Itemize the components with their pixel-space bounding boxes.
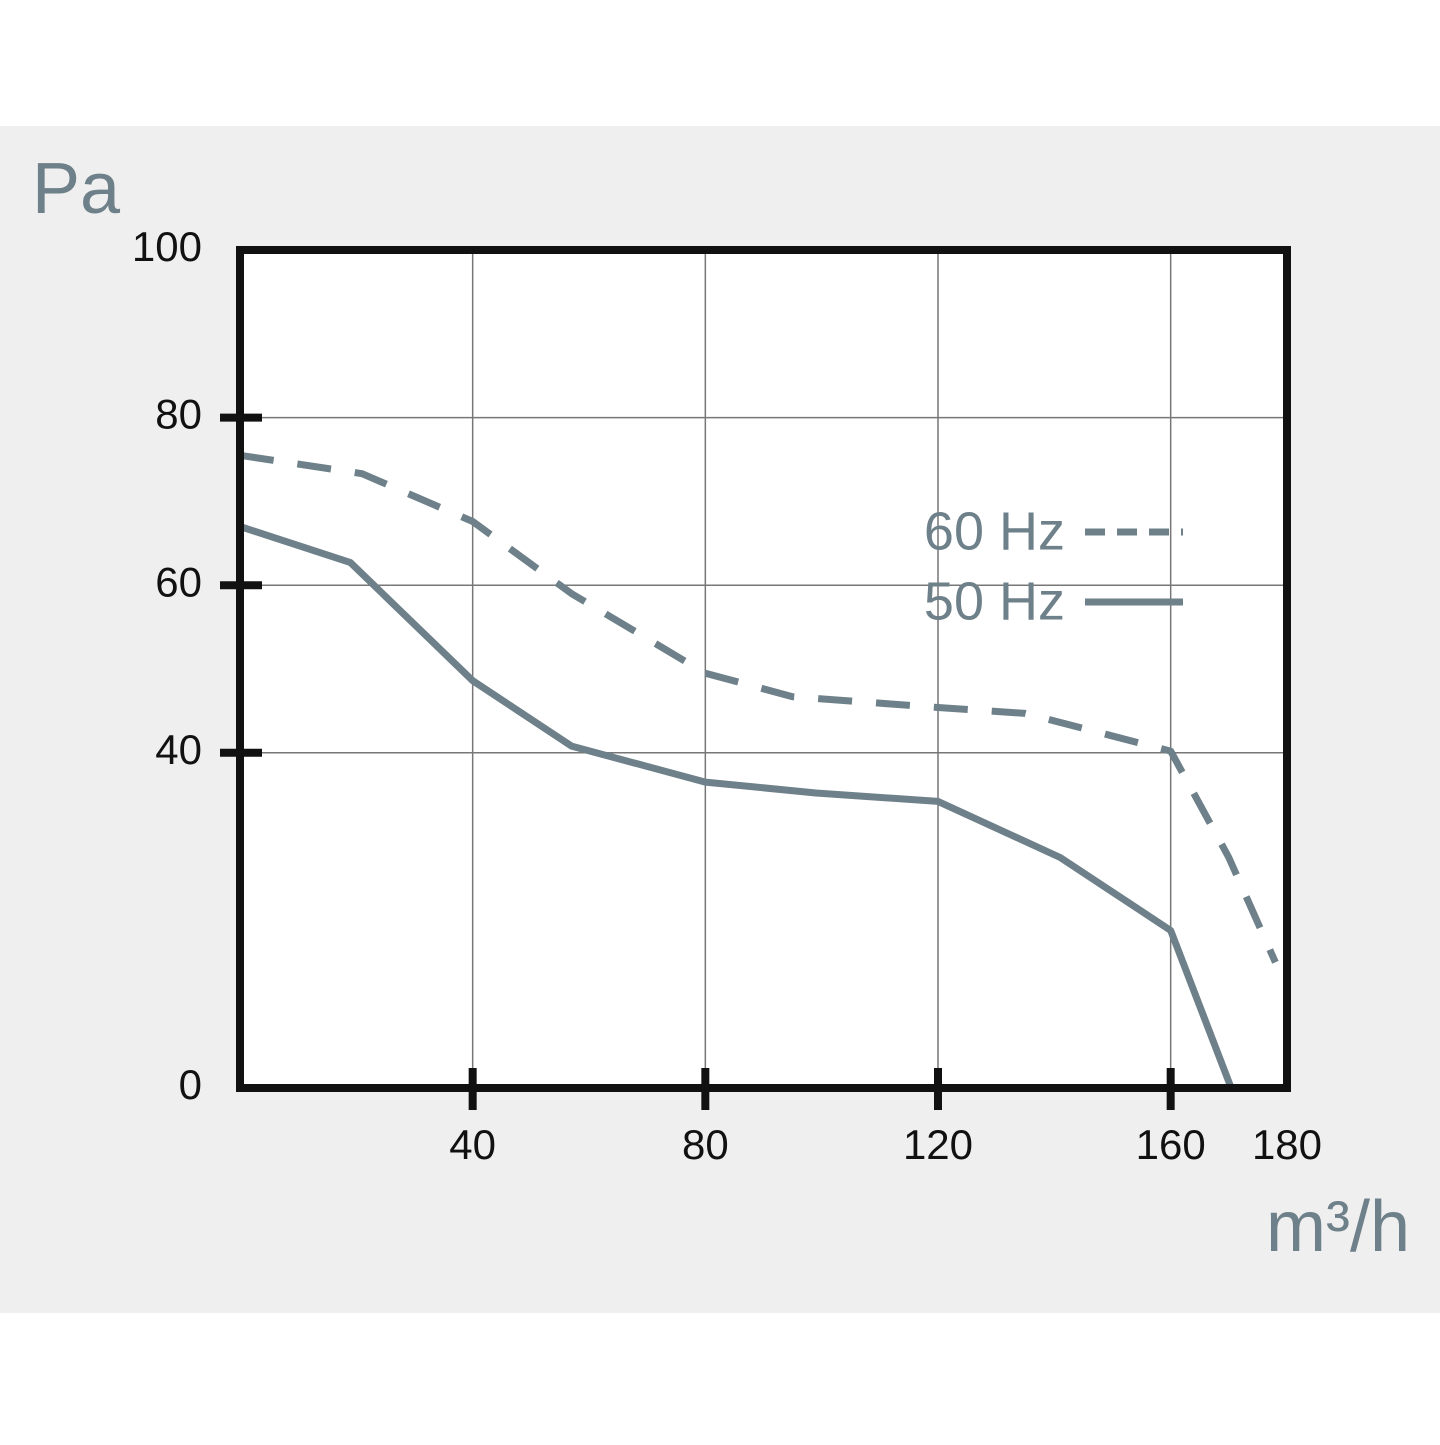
data-line — [239, 451, 1279, 964]
y-tick-label: 40 — [155, 726, 202, 773]
x-axis-label: m³/h — [1266, 1187, 1410, 1267]
x-tick-label: 160 — [1136, 1121, 1206, 1168]
plot-frame — [236, 246, 1291, 1092]
x-tick-label: 80 — [682, 1121, 729, 1168]
grid — [240, 250, 1287, 1088]
legend-label: 60 Hz — [924, 501, 1065, 561]
legend-label: 50 Hz — [924, 571, 1065, 631]
y-tick-label: 60 — [155, 558, 202, 605]
y-tick-label: 80 — [155, 391, 202, 438]
y-axis-label: Pa — [32, 149, 121, 229]
data-line — [238, 523, 1235, 1090]
x-tick-label: 120 — [903, 1121, 973, 1168]
y-tick-label: 0 — [179, 1061, 202, 1108]
ticks: 0 40 60 80 100 40 80 120 160 180 — [132, 223, 1322, 1168]
x-tick-label: 180 — [1252, 1121, 1322, 1168]
lines — [238, 451, 1279, 1090]
x-tick-label: 40 — [449, 1121, 496, 1168]
y-tick-label: 100 — [132, 223, 202, 270]
plot-area — [240, 250, 1287, 1088]
legend: 60 Hz 50 Hz — [924, 501, 1183, 631]
